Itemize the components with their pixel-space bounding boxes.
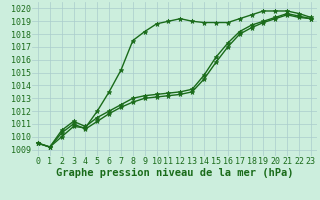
X-axis label: Graphe pression niveau de la mer (hPa): Graphe pression niveau de la mer (hPa) [56, 168, 293, 178]
